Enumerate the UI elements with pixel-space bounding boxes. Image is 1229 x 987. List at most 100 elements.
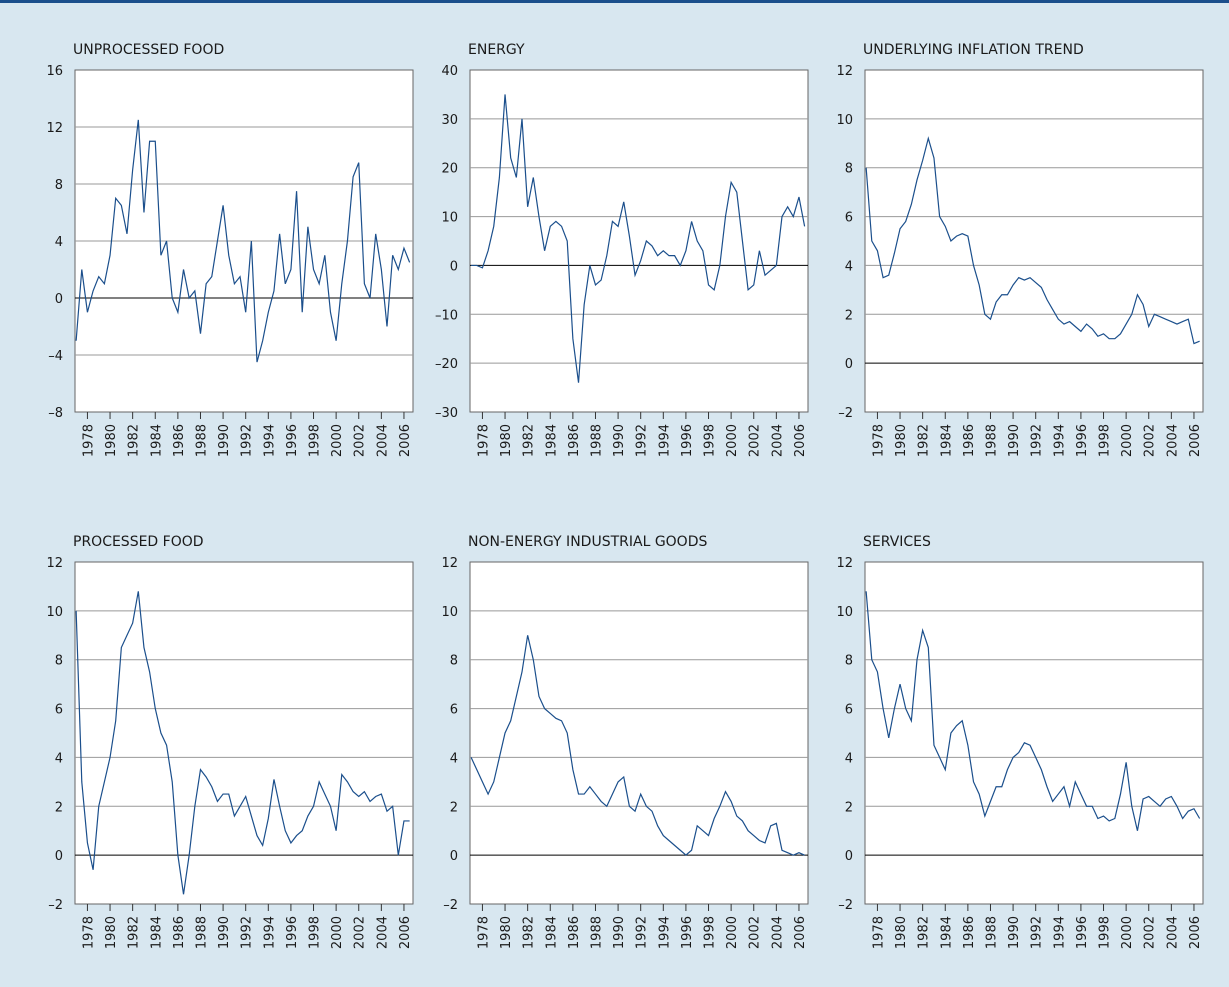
x-tick-label: 1992 (240, 424, 255, 457)
chart-title: ENERGY (468, 42, 525, 58)
y-tick-label: 4 (845, 259, 853, 274)
y-tick-label: –2 (838, 406, 853, 421)
x-tick-label: 1980 (499, 424, 514, 457)
x-tick-label: 1980 (104, 424, 119, 457)
y-tick-label: 8 (845, 162, 853, 177)
x-tick-label: 1982 (917, 916, 932, 949)
y-tick-label: 8 (55, 178, 63, 193)
x-tick-label: 2006 (398, 424, 413, 457)
x-tick-label: 1992 (635, 916, 650, 949)
y-tick-label: 12 (836, 64, 853, 79)
x-tick-label: 1990 (217, 916, 232, 949)
plot-area (864, 69, 1204, 413)
x-tick-label: 2006 (1188, 916, 1203, 949)
x-tick-label: 1998 (1098, 424, 1113, 457)
y-tick-label: 12 (441, 556, 458, 571)
x-tick-label: 1988 (984, 424, 999, 457)
x-tick-label: 1994 (1052, 424, 1067, 457)
x-tick-label: 2004 (770, 916, 785, 949)
plot-area (469, 561, 809, 905)
data-line (75, 119, 411, 363)
x-tick-label: 1980 (894, 916, 909, 949)
x-tick-label: 2000 (1120, 916, 1135, 949)
x-tick-label: 1982 (917, 424, 932, 457)
y-tick-label: 6 (450, 703, 458, 718)
x-tick-label: 1988 (589, 916, 604, 949)
y-tick-label: 2 (845, 308, 853, 323)
x-tick-label: 2002 (1143, 424, 1158, 457)
y-tick-label: 40 (441, 64, 458, 79)
x-tick-label: 1994 (262, 424, 277, 457)
x-tick-label: 1996 (285, 916, 300, 949)
x-tick-label: 1978 (81, 424, 96, 457)
x-tick-label: 1984 (544, 916, 559, 949)
x-tick-label: 1980 (104, 916, 119, 949)
plot-area (74, 561, 414, 905)
plot-area (469, 69, 809, 413)
x-tick-label: 1990 (217, 424, 232, 457)
x-tick-label: 1992 (1030, 916, 1045, 949)
y-tick-label: 12 (836, 556, 853, 571)
x-tick-label: 1984 (149, 916, 164, 949)
x-tick-label: 1988 (194, 424, 209, 457)
x-tick-label: 2002 (748, 916, 763, 949)
y-tick-label: 10 (836, 113, 853, 128)
x-tick-label: 1996 (680, 916, 695, 949)
x-tick-label: 1990 (1007, 916, 1022, 949)
x-tick-label: 2000 (725, 424, 740, 457)
x-tick-label: 1998 (703, 916, 718, 949)
y-tick-label: –30 (435, 406, 458, 421)
y-tick-label: 2 (450, 800, 458, 815)
x-tick-label: 1982 (522, 916, 537, 949)
x-tick-label: 2006 (793, 424, 808, 457)
x-tick-label: 1996 (285, 424, 300, 457)
x-tick-label: 1986 (567, 424, 582, 457)
x-tick-label: 1980 (499, 916, 514, 949)
x-tick-label: 2004 (375, 916, 390, 949)
x-tick-label: 1994 (1052, 916, 1067, 949)
x-tick-label: 2004 (1165, 424, 1180, 457)
y-tick-label: 6 (845, 211, 853, 226)
y-tick-label: –2 (48, 898, 63, 913)
y-tick-label: 4 (55, 235, 63, 250)
x-tick-label: 1994 (657, 424, 672, 457)
y-tick-label: –4 (48, 349, 63, 364)
x-tick-label: 2004 (375, 424, 390, 457)
x-tick-label: 1978 (871, 424, 886, 457)
x-tick-label: 1990 (612, 424, 627, 457)
y-tick-label: 16 (46, 64, 63, 79)
chart-title: NON-ENERGY INDUSTRIAL GOODS (468, 534, 707, 550)
chart-title: PROCESSED FOOD (73, 534, 204, 550)
y-tick-label: 8 (450, 654, 458, 669)
y-tick-label: 4 (55, 751, 63, 766)
y-tick-label: –8 (48, 406, 63, 421)
y-tick-label: 0 (55, 849, 63, 864)
x-tick-label: 1996 (1075, 916, 1090, 949)
y-tick-label: –20 (435, 357, 458, 372)
x-tick-label: 1996 (680, 424, 695, 457)
x-tick-label: 1984 (939, 916, 954, 949)
x-tick-label: 2000 (330, 424, 345, 457)
x-tick-label: 1992 (635, 424, 650, 457)
y-tick-label: 8 (55, 654, 63, 669)
plot-area (864, 561, 1204, 905)
y-tick-label: 0 (450, 849, 458, 864)
x-tick-label: 2002 (1143, 916, 1158, 949)
y-tick-label: 0 (845, 849, 853, 864)
x-tick-label: 1982 (127, 916, 142, 949)
x-tick-label: 2000 (1120, 424, 1135, 457)
x-tick-label: 1998 (308, 916, 323, 949)
y-tick-label: 0 (845, 357, 853, 372)
x-tick-label: 1978 (871, 916, 886, 949)
x-tick-label: 2002 (353, 916, 368, 949)
x-tick-label: 1980 (894, 424, 909, 457)
y-tick-label: 2 (845, 800, 853, 815)
x-tick-label: 2006 (398, 916, 413, 949)
x-tick-label: 2000 (330, 916, 345, 949)
y-tick-label: 2 (55, 800, 63, 815)
x-tick-label: 1990 (612, 916, 627, 949)
x-tick-label: 2004 (1165, 916, 1180, 949)
x-tick-label: 1992 (240, 916, 255, 949)
y-tick-label: 8 (845, 654, 853, 669)
